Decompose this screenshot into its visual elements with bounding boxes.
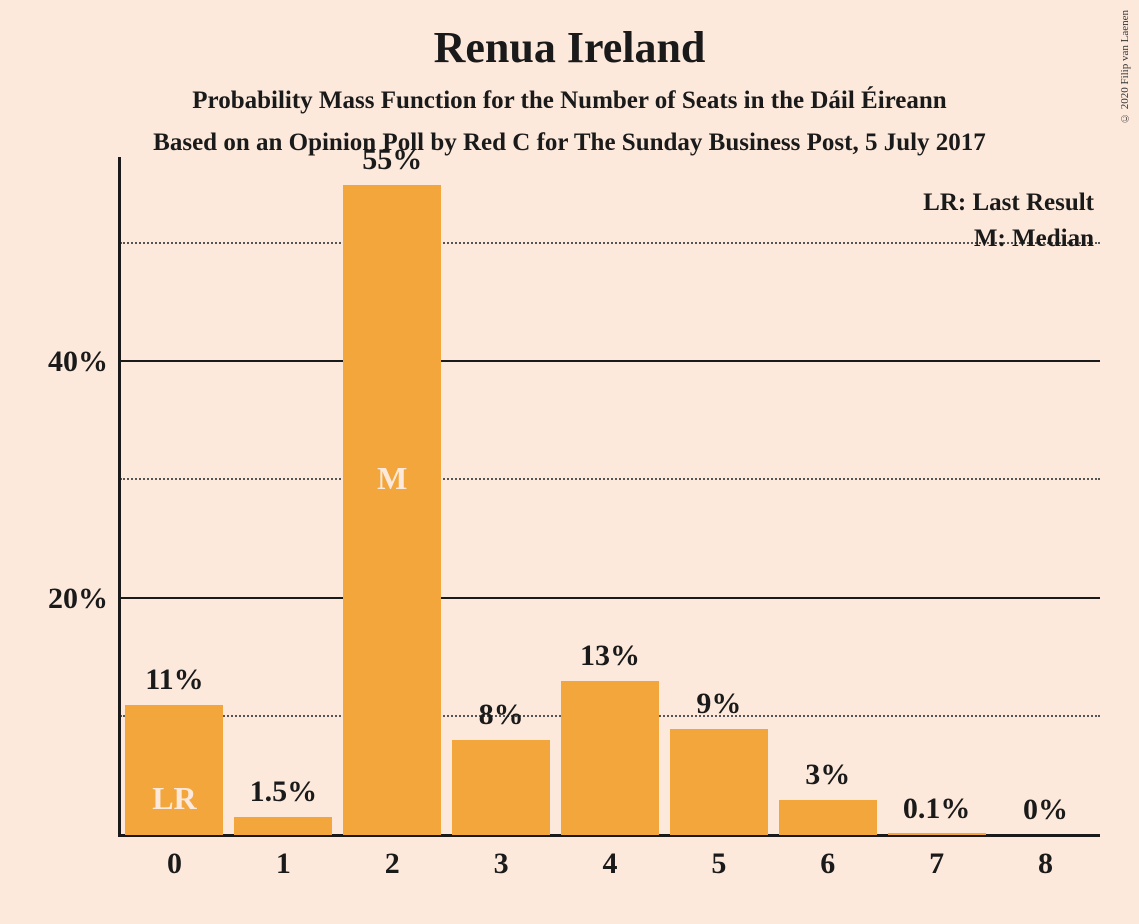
bar: [779, 800, 877, 835]
bar-value-label: 11%: [145, 663, 203, 697]
bar-inner-label: M: [377, 460, 407, 497]
gridline-major: [120, 597, 1100, 599]
chart-subtitle-1: Probability Mass Function for the Number…: [0, 87, 1139, 115]
x-tick-label: 1: [276, 835, 291, 881]
chart-subtitle-2: Based on an Opinion Poll by Red C for Th…: [0, 129, 1139, 157]
bar-value-label: 13%: [580, 639, 640, 673]
gridline-major: [120, 360, 1100, 362]
x-tick-label: 7: [929, 835, 944, 881]
x-tick-label: 3: [494, 835, 509, 881]
x-tick-label: 8: [1038, 835, 1053, 881]
x-tick-label: 4: [603, 835, 618, 881]
bar-chart: 20%40%11%LR01.5%155%M28%313%49%53%60.1%7…: [120, 185, 1100, 835]
x-tick-label: 0: [167, 835, 182, 881]
chart-title: Renua Ireland: [0, 0, 1139, 73]
x-tick-label: 2: [385, 835, 400, 881]
y-tick-label: 40%: [48, 345, 120, 379]
bar-value-label: 8%: [479, 698, 524, 732]
bar-value-label: 1.5%: [250, 775, 318, 809]
legend-m: M: Median: [923, 225, 1094, 253]
y-axis: [118, 157, 121, 837]
bar-value-label: 0.1%: [903, 792, 971, 826]
bar-value-label: 9%: [696, 687, 741, 721]
bar: [561, 681, 659, 835]
legend: LR: Last Result M: Median: [923, 189, 1094, 253]
bar: [234, 817, 332, 835]
bar: [343, 185, 441, 835]
gridline-minor: [120, 478, 1100, 480]
bar-value-label: 0%: [1023, 793, 1068, 827]
x-tick-label: 6: [820, 835, 835, 881]
bar: [670, 729, 768, 835]
bar-inner-label: LR: [152, 780, 196, 817]
bar-value-label: 55%: [362, 143, 422, 177]
legend-lr: LR: Last Result: [923, 189, 1094, 217]
x-tick-label: 5: [711, 835, 726, 881]
y-tick-label: 20%: [48, 582, 120, 616]
bar-value-label: 3%: [805, 758, 850, 792]
copyright-text: © 2020 Filip van Laenen: [1119, 10, 1131, 124]
bar: [452, 740, 550, 835]
